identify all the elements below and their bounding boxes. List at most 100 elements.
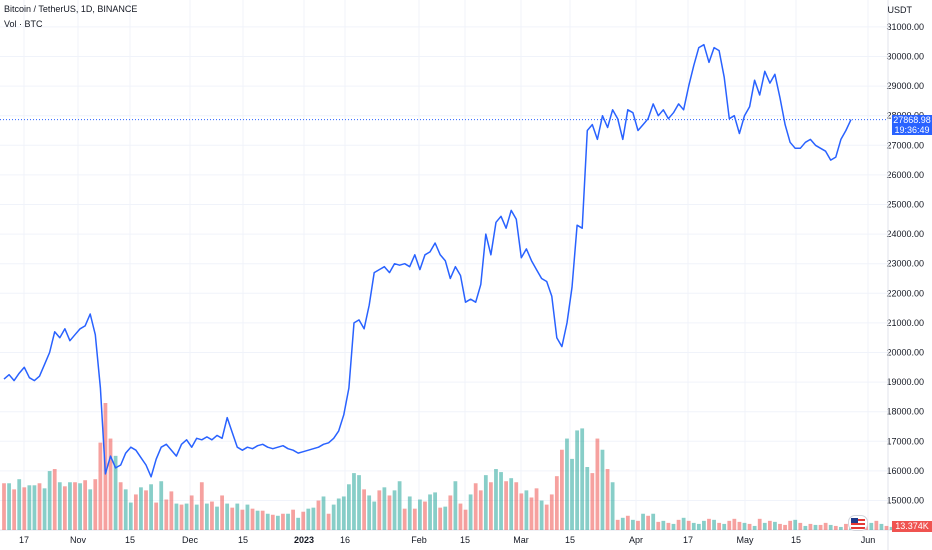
volume-bar bbox=[316, 500, 321, 530]
bar-countdown-tag: 19:36:49 bbox=[892, 124, 932, 135]
volume-bar bbox=[17, 479, 22, 530]
volume-bar bbox=[352, 473, 356, 530]
volume-bar bbox=[179, 504, 184, 530]
date-tick-label: May bbox=[736, 535, 754, 545]
date-tick-label: 15 bbox=[565, 535, 575, 545]
volume-bar bbox=[529, 497, 534, 530]
volume-bar bbox=[7, 483, 11, 530]
volume-legend[interactable]: Vol · BTC bbox=[4, 19, 43, 29]
volume-bar bbox=[585, 467, 590, 530]
price-tick-label: 20000.00 bbox=[886, 348, 924, 358]
last-volume-tag: 13.374K bbox=[892, 521, 932, 532]
volume-bar bbox=[605, 469, 610, 530]
volume-bar bbox=[133, 494, 138, 530]
volume-bar bbox=[590, 473, 595, 530]
volume-bar bbox=[798, 522, 803, 530]
volume-bar bbox=[778, 523, 782, 530]
volume-bar bbox=[27, 485, 32, 530]
volume-bar bbox=[656, 521, 661, 530]
volume-bar bbox=[144, 490, 148, 530]
volume-bar bbox=[504, 481, 508, 530]
volume-bar bbox=[113, 455, 118, 530]
volume-bar bbox=[149, 484, 153, 530]
volume-bar bbox=[174, 503, 179, 530]
price-tick-label: 26000.00 bbox=[886, 170, 924, 180]
volume-bar bbox=[402, 508, 407, 530]
volume-bar bbox=[83, 480, 88, 530]
date-tick-label: 15 bbox=[238, 535, 248, 545]
symbol-legend[interactable]: Bitcoin / TetherUS, 1D, BINANCE bbox=[4, 4, 138, 14]
volume-bar bbox=[707, 518, 711, 530]
volume-bar bbox=[37, 483, 42, 530]
volume-bar bbox=[159, 481, 164, 530]
price-tick-label: 21000.00 bbox=[886, 318, 924, 328]
volume-bar bbox=[336, 498, 341, 530]
volume-bar bbox=[620, 517, 625, 530]
volume-bar bbox=[397, 481, 402, 530]
volume-bar bbox=[549, 494, 554, 530]
date-tick-label: 2023 bbox=[294, 535, 314, 545]
volume-bar bbox=[52, 469, 57, 530]
volume-bar bbox=[762, 522, 767, 530]
volume-bar bbox=[767, 520, 772, 530]
volume-bar bbox=[889, 526, 894, 530]
date-tick-label: Mar bbox=[513, 535, 529, 545]
volume-bar bbox=[818, 524, 823, 530]
volume-bar bbox=[291, 509, 295, 530]
volume-bar bbox=[828, 524, 833, 530]
volume-bar bbox=[580, 428, 585, 530]
volume-bar bbox=[722, 523, 727, 530]
date-tick-label: 15 bbox=[460, 535, 470, 545]
volume-bar bbox=[514, 482, 519, 530]
volume-bar bbox=[615, 519, 620, 530]
volume-bar bbox=[844, 523, 848, 530]
volume-bar bbox=[544, 504, 549, 530]
volume-bar bbox=[433, 492, 437, 530]
volume-bar bbox=[570, 458, 574, 530]
volume-bar bbox=[823, 522, 828, 530]
volume-bar bbox=[575, 430, 580, 530]
volume-bar bbox=[240, 509, 245, 530]
price-tick-label: 15000.00 bbox=[886, 496, 924, 506]
volume-bar bbox=[691, 522, 696, 530]
volume-bar bbox=[560, 449, 564, 530]
volume-bar bbox=[47, 471, 52, 530]
price-tick-label: 22000.00 bbox=[886, 288, 924, 298]
price-tick-label: 24000.00 bbox=[886, 229, 924, 239]
volume-bar bbox=[225, 503, 230, 530]
volume-bar bbox=[438, 507, 443, 530]
volume-bar bbox=[250, 508, 255, 530]
price-tick-label: 16000.00 bbox=[886, 466, 924, 476]
date-tick-label: 15 bbox=[125, 535, 135, 545]
volume-bar bbox=[489, 482, 493, 530]
volume-bar bbox=[377, 490, 382, 530]
volume-bar bbox=[331, 504, 336, 530]
us-flag-icon[interactable] bbox=[848, 515, 868, 531]
volume-bar bbox=[387, 495, 392, 530]
volume-bar bbox=[681, 517, 686, 530]
volume-bar bbox=[788, 520, 793, 530]
volume-bar bbox=[803, 525, 808, 530]
volume-bar bbox=[879, 523, 884, 530]
volume-bar bbox=[453, 481, 458, 530]
volume-bar bbox=[184, 503, 189, 530]
volume-bar bbox=[108, 438, 113, 530]
volume-bar bbox=[641, 513, 645, 530]
volume-bar bbox=[392, 490, 397, 530]
volume-bar bbox=[347, 484, 351, 530]
price-tick-label: 31000.00 bbox=[886, 22, 924, 32]
volume-bar bbox=[57, 482, 62, 530]
volume-bar bbox=[321, 496, 326, 530]
volume-bar bbox=[428, 494, 432, 530]
volume-bar bbox=[139, 487, 143, 530]
volume-bar bbox=[783, 524, 787, 530]
volume-bar bbox=[468, 494, 473, 530]
volume-bar bbox=[838, 526, 843, 530]
volume-bar bbox=[712, 519, 716, 530]
volume-bar bbox=[306, 508, 311, 530]
volume-bar bbox=[311, 507, 316, 530]
volume-bar bbox=[727, 520, 732, 530]
date-tick-label: Nov bbox=[70, 535, 87, 545]
volume-bar bbox=[752, 525, 757, 530]
